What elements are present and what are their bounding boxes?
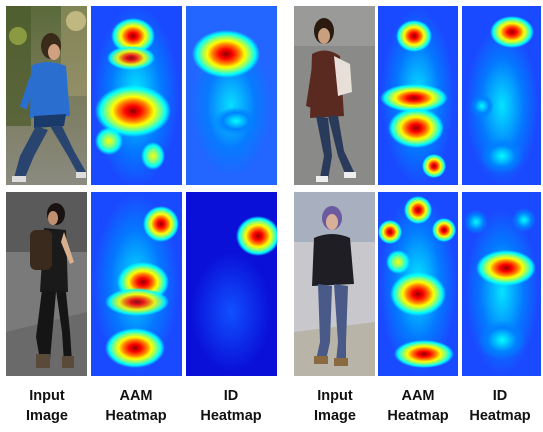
aam-heatmap-2 [378,6,458,185]
caption-line: Input [29,388,65,404]
caption-line: Input [317,388,353,404]
id-heatmap-2 [462,6,541,185]
caption-line: AAM [401,388,435,404]
input-image-1 [6,6,87,185]
caption-input-image-1: Input Image [2,386,92,426]
caption-line: Image [314,408,356,424]
caption-aam-heatmap-2: AAM Heatmap [373,386,463,426]
aam-heatmap-3 [91,192,182,376]
caption-input-image-2: Input Image [290,386,380,426]
caption-line: ID [223,388,239,404]
input-image-2 [294,6,375,185]
caption-line: Heatmap [200,408,262,424]
caption-line: Heatmap [105,408,167,424]
caption-line: Image [26,408,68,424]
caption-line: ID [492,388,508,404]
caption-id-heatmap-1: ID Heatmap [186,386,276,426]
id-heatmap-3 [186,192,277,376]
aam-heatmap-4 [378,192,458,376]
input-image-4 [294,192,375,376]
aam-heatmap-1 [91,6,182,185]
caption-line: AAM [119,388,153,404]
caption-id-heatmap-2: ID Heatmap [455,386,543,426]
input-image-3 [6,192,87,376]
caption-line: Heatmap [469,408,531,424]
caption-line: Heatmap [387,408,449,424]
id-heatmap-1 [186,6,277,185]
id-heatmap-4 [462,192,541,376]
caption-aam-heatmap-1: AAM Heatmap [91,386,181,426]
